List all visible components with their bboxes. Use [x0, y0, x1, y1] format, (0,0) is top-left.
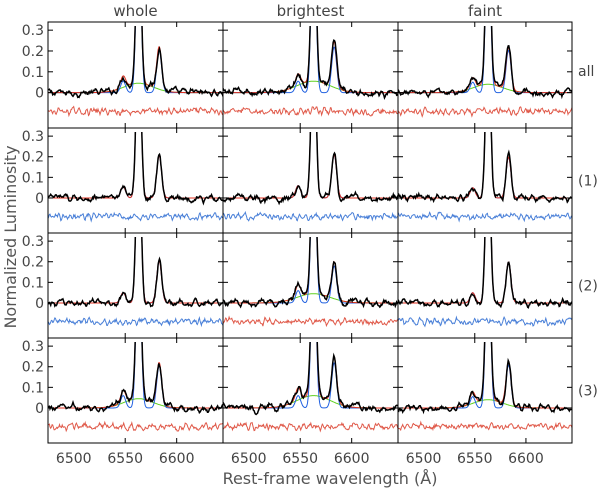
narrow-components-line	[223, 132, 398, 199]
y-tick-label: 0.3	[22, 129, 44, 145]
x-tick-label: 6500	[231, 451, 267, 467]
residual-line	[398, 106, 572, 118]
broad-component-line	[223, 293, 398, 304]
observed-spectrum-line	[398, 132, 572, 204]
residual-line	[48, 211, 223, 223]
y-tick-label: 0.2	[22, 150, 44, 166]
total-model-line	[223, 26, 398, 94]
y-tick-label: 0	[35, 296, 44, 312]
y-tick-label: 0.1	[22, 170, 44, 186]
observed-spectrum-line	[48, 26, 223, 99]
observed-spectrum-line	[223, 132, 398, 206]
y-axis-label: Normalized Luminosity	[1, 145, 20, 328]
residual-line	[398, 420, 572, 432]
column-title: brightest	[277, 2, 345, 20]
residual-line	[223, 315, 398, 328]
observed-spectrum-line	[48, 237, 223, 308]
observed-spectrum-line	[223, 26, 398, 101]
x-tick-label: 6550	[107, 451, 143, 467]
row-label: all	[578, 64, 594, 80]
y-tick-label: 0.3	[22, 339, 44, 355]
row-label: (3)	[578, 384, 598, 400]
total-model-line	[223, 132, 398, 199]
y-tick-label: 0	[35, 401, 44, 417]
residual-line	[223, 421, 398, 433]
panel-frame	[397, 337, 573, 444]
total-model-line	[398, 132, 572, 199]
spectrum-panel: 0 0.1 0.2 0.3 6500 6550 6600	[22, 337, 224, 467]
y-tick-label: 0.1	[22, 380, 44, 396]
x-axis-label: Rest-frame wavelength (Å)	[223, 469, 438, 488]
y-tick-label: 0.2	[22, 255, 44, 271]
spectrum-panel	[397, 232, 573, 339]
row-label: (2)	[578, 279, 598, 295]
x-tick-label: 6600	[334, 451, 370, 467]
y-tick-label: 0.1	[22, 65, 44, 81]
narrow-components-line	[398, 132, 572, 199]
panel-grid: 0 0.1 0.2 0.3 0 0.1 0.2 0.3 0 0.1 0.2 0.3 0 0.1 0.2 0.3…	[22, 2, 598, 467]
total-model-line	[398, 26, 572, 94]
y-tick-label: 0.2	[22, 44, 44, 60]
spectrum-panel	[397, 127, 573, 234]
observed-spectrum-line	[223, 342, 398, 416]
y-tick-label: 0.1	[22, 275, 44, 291]
y-tick-label: 0	[35, 191, 44, 207]
observed-spectrum-line	[223, 237, 398, 309]
x-tick-label: 6600	[508, 451, 544, 467]
broad-component-line	[223, 395, 398, 409]
residual-line	[223, 106, 398, 118]
y-tick-label: 0.3	[22, 23, 44, 39]
residual-line	[48, 315, 223, 328]
narrow-components-line	[48, 132, 223, 199]
row-label: (1)	[578, 174, 598, 190]
x-tick-label: 6500	[406, 451, 442, 467]
y-tick-label: 0	[35, 86, 44, 102]
observed-spectrum-line	[398, 237, 572, 309]
total-model-line	[48, 132, 223, 199]
y-tick-label: 0.3	[22, 234, 44, 250]
residual-line	[223, 210, 398, 222]
residual-line	[48, 105, 223, 118]
figure-labels: Normalized Luminosity Rest-frame wavelen…	[1, 145, 437, 488]
spectrum-panel: 6500 6550 6600	[397, 337, 573, 467]
y-tick-label: 0.2	[22, 360, 44, 376]
x-tick-label: 6600	[159, 451, 195, 467]
spectrum-panel	[222, 21, 399, 129]
spectrum-panel: 6500 6550 6600	[222, 337, 399, 467]
x-tick-label: 6550	[282, 451, 318, 467]
column-title: faint	[468, 2, 502, 20]
column-title: whole	[113, 2, 157, 20]
residual-line	[398, 211, 572, 223]
residual-line	[398, 315, 572, 328]
broad-component-line	[223, 80, 398, 94]
x-tick-label: 6550	[457, 451, 493, 467]
observed-spectrum-line	[398, 26, 572, 100]
spectrum-panel	[222, 127, 399, 234]
spectrum-panel: 0 0.1 0.2 0.3	[22, 232, 224, 339]
observed-spectrum-line	[48, 342, 223, 414]
x-tick-label: 6500	[56, 451, 92, 467]
spectrum-panel: 0 0.1 0.2 0.3	[22, 127, 224, 234]
observed-spectrum-line	[398, 342, 572, 415]
observed-spectrum-line	[48, 132, 223, 206]
residual-line	[48, 420, 223, 433]
